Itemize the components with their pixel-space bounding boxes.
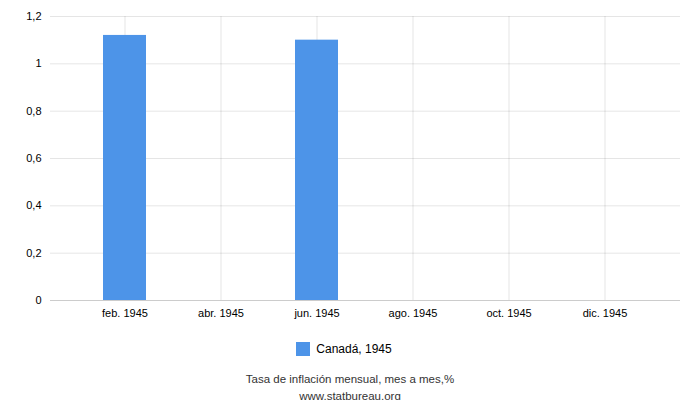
svg-text:1: 1 (35, 57, 41, 69)
svg-text:feb. 1945: feb. 1945 (102, 307, 148, 319)
svg-text:1,2: 1,2 (26, 10, 41, 22)
svg-text:0,2: 0,2 (26, 247, 41, 259)
svg-text:0,8: 0,8 (26, 105, 41, 117)
svg-text:jun. 1945: jun. 1945 (293, 307, 339, 319)
svg-text:abr. 1945: abr. 1945 (198, 307, 244, 319)
svg-text:0,6: 0,6 (26, 152, 41, 164)
html-text:Tasa de inflación mensual, mes: Tasa de inflación mensual, mes a mes,% (245, 373, 455, 385)
svg-text:ago. 1945: ago. 1945 (389, 307, 438, 319)
svg-text:0: 0 (35, 294, 41, 306)
svg-text:0,4: 0,4 (26, 199, 41, 211)
html-text:Canadá, 1945: Canadá, 1945 (316, 341, 392, 356)
svg-text:oct. 1945: oct. 1945 (486, 307, 531, 319)
svg-text:dic. 1945: dic. 1945 (583, 307, 628, 319)
